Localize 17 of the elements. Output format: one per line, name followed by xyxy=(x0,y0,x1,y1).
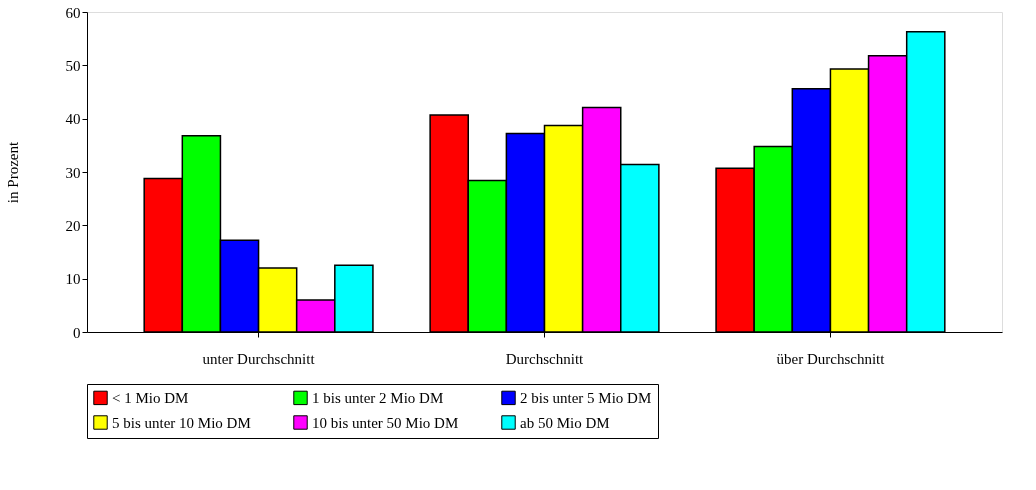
x-tick-label: unter Durchschnitt xyxy=(202,350,316,367)
y-tick-label: 60 xyxy=(65,4,81,21)
y-tick-label: 30 xyxy=(65,164,81,181)
legend-label: < 1 Mio DM xyxy=(112,389,189,406)
y-tick-label: 0 xyxy=(73,324,81,341)
y-tick-label: 10 xyxy=(65,271,81,288)
legend-label: 2 bis unter 5 Mio DM xyxy=(520,389,652,406)
y-tick-label: 50 xyxy=(65,57,81,74)
x-tick-label: Durchschnitt xyxy=(505,350,585,367)
legend-label: ab 50 Mio DM xyxy=(520,414,610,431)
y-tick-label: 40 xyxy=(65,111,81,128)
y-axis-title: in Prozent xyxy=(4,141,21,204)
legend-label: 1 bis unter 2 Mio DM xyxy=(312,389,444,406)
legend-label: 10 bis unter 50 Mio DM xyxy=(312,414,459,431)
x-tick-label: über Durchschnitt xyxy=(776,350,886,367)
legend-label: 5 bis unter 10 Mio DM xyxy=(112,414,251,431)
y-tick-label: 20 xyxy=(65,217,81,234)
